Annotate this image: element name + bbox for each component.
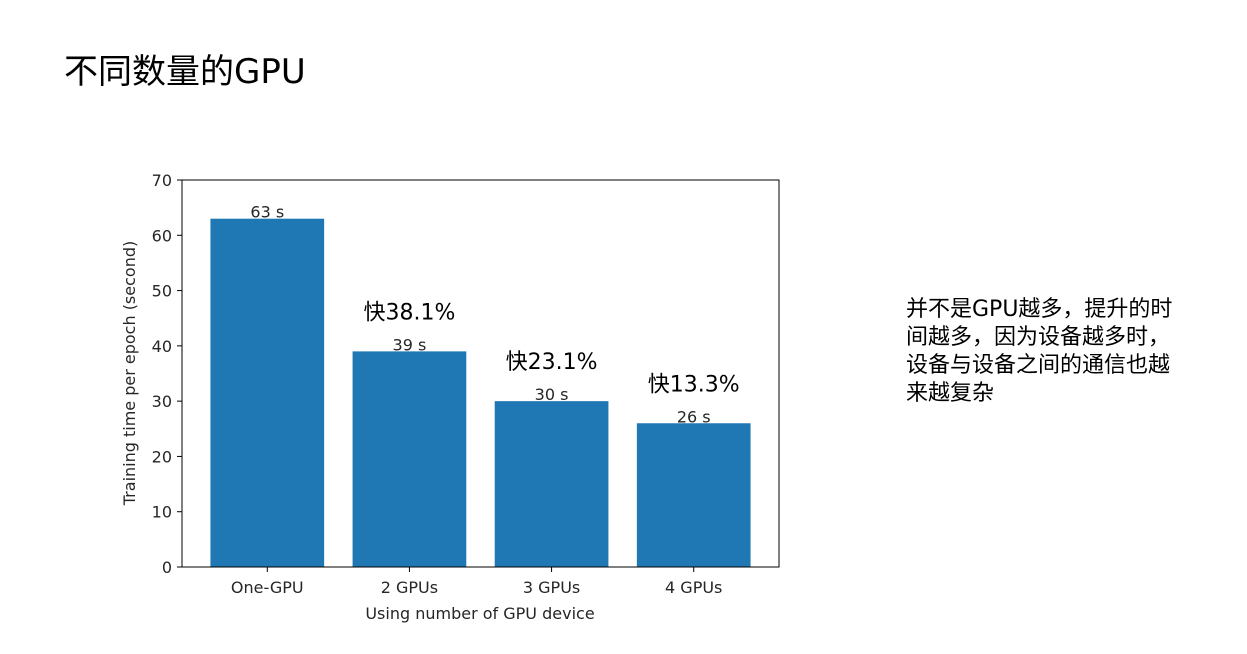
bar-value-label: 26 s	[677, 407, 711, 426]
bar-annotation: 快38.1%	[363, 300, 455, 325]
y-tick-label: 50	[152, 282, 172, 301]
x-axis-label: Using number of GPU device	[365, 604, 594, 623]
bar	[210, 218, 325, 567]
bar	[636, 423, 751, 567]
bar-value-label: 30 s	[535, 385, 569, 404]
y-tick-label: 0	[162, 558, 172, 577]
plot-frame	[181, 179, 780, 568]
bars-group	[210, 218, 751, 567]
y-axis: 0 10 20 30 40 50 60 70	[152, 171, 182, 577]
bar-annotation: 快13.3%	[648, 372, 740, 397]
y-tick-label: 10	[152, 503, 172, 522]
value-labels-group: 63 s 39 s 30 s 26 s	[250, 203, 710, 427]
y-axis-label: Training time per epoch (second)	[120, 241, 139, 506]
x-tick-label: 3 GPUs	[523, 578, 580, 597]
x-tick-label: One-GPU	[231, 578, 304, 597]
bar-value-label: 63 s	[250, 203, 284, 222]
bar-annotation: 快23.1%	[506, 350, 598, 375]
bar-value-label: 39 s	[393, 335, 427, 354]
y-tick-label: 20	[152, 447, 172, 466]
x-tick-label: 2 GPUs	[381, 578, 438, 597]
side-note-text: 并不是GPU越多，提升的时 间越多，因为设备越多时， 设备与设备之间的通信也越 …	[906, 297, 1173, 406]
y-tick-label: 70	[152, 171, 172, 190]
x-axis: One-GPU 2 GPUs 3 GPUs 4 GPUs	[231, 567, 722, 597]
y-tick-label: 60	[152, 226, 172, 245]
x-tick-label: 4 GPUs	[665, 578, 722, 597]
slide-title: 不同数量的GPU	[64, 52, 306, 92]
y-tick-label: 30	[152, 392, 172, 411]
annotations-group: 快38.1% 快23.1% 快13.3%	[363, 300, 739, 397]
bar	[494, 401, 609, 567]
y-tick-label: 40	[152, 337, 172, 356]
bar	[352, 351, 467, 567]
